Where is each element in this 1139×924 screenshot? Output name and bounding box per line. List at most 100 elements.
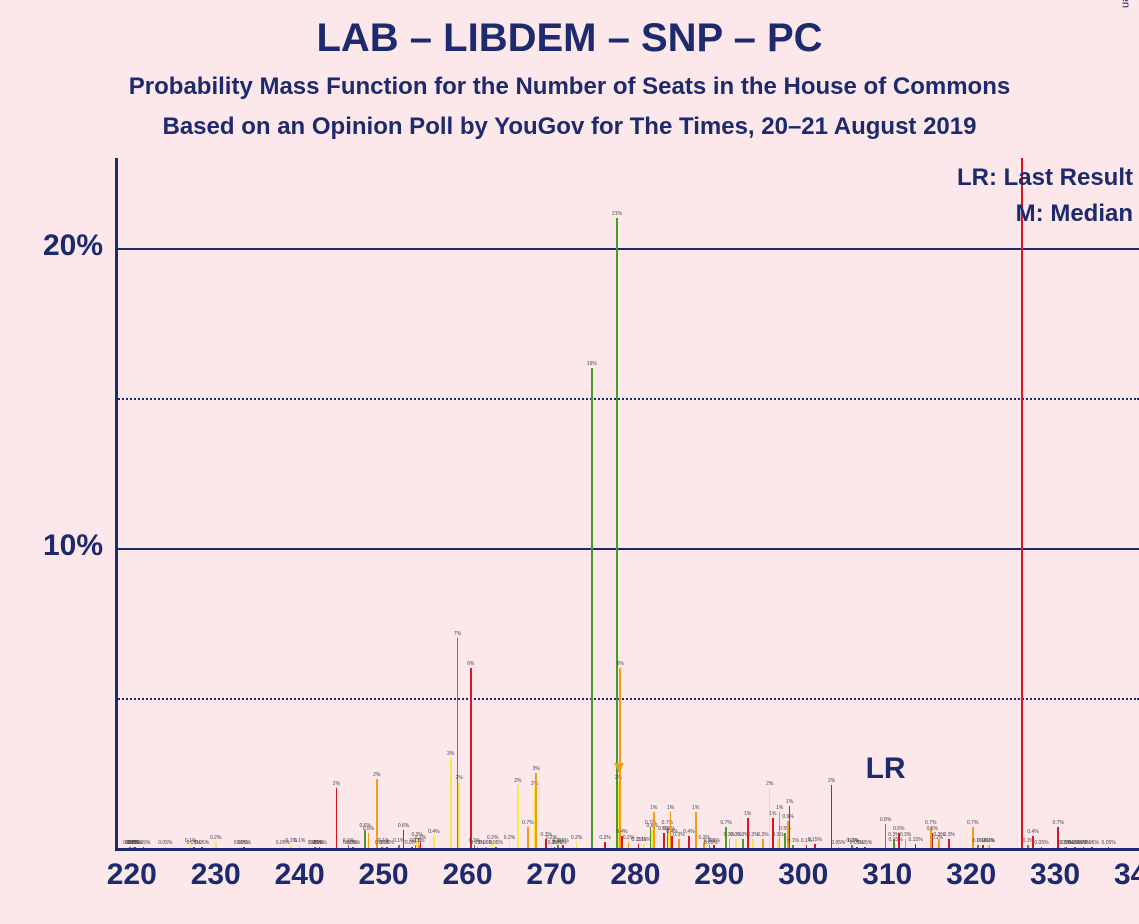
bar (643, 844, 645, 849)
bar-value-label: 1% (776, 805, 783, 811)
bar (977, 845, 979, 848)
bar-value-label: 0.15% (637, 837, 651, 843)
bar-value-label: 0.05% (158, 840, 172, 846)
bar (517, 785, 519, 848)
bar (165, 847, 167, 849)
bar (713, 845, 715, 848)
x-tick-label: 320 (946, 858, 996, 892)
bar-value-label: 2% (456, 775, 463, 781)
bar-value-label: 0.3% (943, 832, 954, 838)
bar (352, 847, 354, 849)
bar-value-label: 0.05% (1085, 840, 1099, 846)
bar (215, 842, 217, 848)
bar (420, 842, 422, 848)
bar-value-label: 0.7% (967, 820, 978, 826)
bar-value-label: 2% (514, 778, 521, 784)
bar (885, 824, 887, 848)
bar (653, 812, 655, 848)
bar-value-label: 0.05% (195, 840, 209, 846)
bar-value-label: 0.4% (428, 829, 439, 835)
bar (559, 847, 561, 849)
bar-value-label: 0.8% (880, 817, 891, 823)
bar (688, 836, 690, 848)
legend-last-result: LR: Last Result (957, 164, 1133, 192)
bar-value-label: 0.3% (757, 832, 768, 838)
bar-value-label: 0.5% (363, 826, 374, 832)
bar (792, 845, 794, 848)
bar-value-label: 2% (766, 781, 773, 787)
bar-value-label: 0.6% (398, 823, 409, 829)
bar-value-label: 0.2% (571, 835, 582, 841)
bar (948, 839, 950, 848)
bar-value-label: 0.4% (683, 829, 694, 835)
bar-value-label: 2% (373, 772, 380, 778)
bar-value-label: 0.1% (788, 838, 799, 844)
bar-value-label: 1% (650, 805, 657, 811)
bar-value-label: 2% (333, 781, 340, 787)
bar (240, 847, 242, 849)
bar (710, 847, 712, 849)
x-tick-label: 250 (359, 858, 409, 892)
bar (316, 847, 318, 849)
bar (784, 833, 786, 848)
last-result-line (1021, 158, 1023, 848)
x-tick-label: 290 (694, 858, 744, 892)
bar (1083, 847, 1085, 849)
bar-value-label: 1% (786, 799, 793, 805)
bar-value-label: 1% (667, 805, 674, 811)
bar-value-label: 3% (447, 751, 454, 757)
bar-value-label: 0.7% (720, 820, 731, 826)
y-tick-label: 20% (43, 229, 103, 263)
bar (1091, 847, 1093, 849)
x-tick-label: 240 (275, 858, 325, 892)
bar (398, 845, 400, 848)
bar-value-label: 0.1% (557, 838, 568, 844)
x-axis (115, 848, 1139, 851)
bar-value-label: 0.1% (984, 838, 995, 844)
bar (193, 847, 195, 849)
last-result-label: LR (866, 752, 906, 786)
bar-value-label: 0.4% (1027, 829, 1038, 835)
bar-value-label: 0.15% (808, 837, 822, 843)
bar (762, 839, 764, 848)
chart-subtitle-2: Based on an Opinion Poll by YouGov for T… (0, 113, 1139, 141)
bar-value-label: 7% (454, 631, 461, 637)
bar-value-label: 0.05% (858, 840, 872, 846)
bar (729, 839, 731, 848)
bar (938, 839, 940, 848)
bar-value-label: 0.2% (504, 835, 515, 841)
gridline-minor (115, 398, 1139, 400)
x-tick-label: 280 (610, 858, 660, 892)
bar-value-label: 2% (828, 778, 835, 784)
y-tick-label: 10% (43, 529, 103, 563)
x-tick-label: 230 (191, 858, 241, 892)
bar (1027, 845, 1029, 848)
bar (591, 368, 593, 848)
bar (1079, 847, 1081, 849)
bar (982, 845, 984, 848)
y-axis (115, 158, 118, 848)
bar (554, 847, 556, 849)
bar (368, 833, 370, 848)
bar (509, 842, 511, 848)
bar (495, 847, 497, 849)
bar (663, 833, 665, 848)
bar (485, 847, 487, 849)
x-tick-label: 300 (778, 858, 828, 892)
bar-value-label: 0.2% (599, 835, 610, 841)
x-tick-label: 220 (107, 858, 157, 892)
bar (806, 845, 808, 848)
bar (282, 847, 284, 849)
bar-value-label: 1% (769, 811, 776, 817)
median-marker (614, 763, 624, 773)
bar (290, 845, 292, 848)
bar-value-label: 0.7% (522, 820, 533, 826)
chart-title: LAB – LIBDEM – SNP – PC (0, 0, 1139, 61)
bar-value-label: 0.2% (415, 835, 426, 841)
bar-value-label: 0.05% (136, 840, 150, 846)
bar (576, 842, 578, 848)
bar (856, 847, 858, 849)
bar (604, 842, 606, 848)
bar-value-label: 0.1% (294, 838, 305, 844)
bar (695, 812, 697, 848)
